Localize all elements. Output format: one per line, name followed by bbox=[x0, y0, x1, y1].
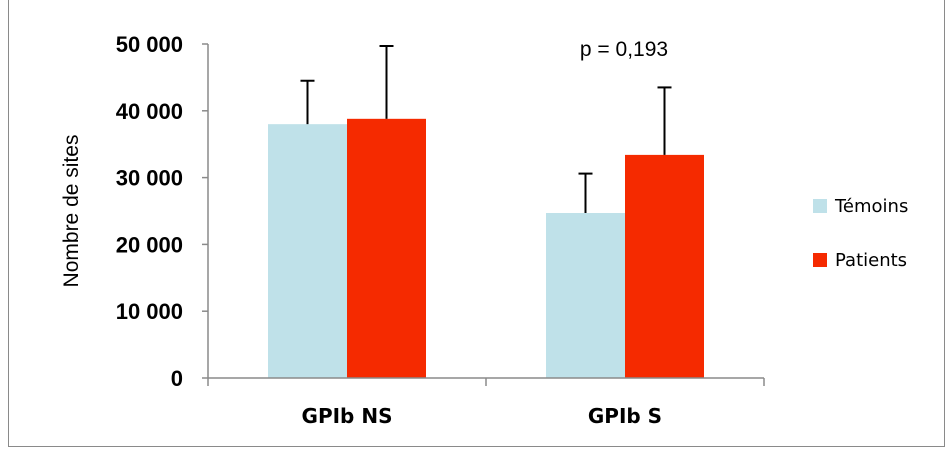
bar-t-moins-gpib-s bbox=[546, 213, 625, 378]
y-tick-label: 10 000 bbox=[116, 299, 183, 324]
y-ticks-layer: 0 10 000 20 000 30 000 40 000 50 000 bbox=[116, 32, 765, 391]
chart-frame bbox=[8, 0, 945, 447]
y-tick-label: 20 000 bbox=[116, 232, 183, 257]
legend-swatch-patients bbox=[813, 253, 827, 267]
y-tick-label: 40 000 bbox=[116, 99, 183, 124]
bar-t-moins-gpib-ns bbox=[268, 124, 347, 378]
x-labels-layer: GPIb NS GPIb S bbox=[302, 404, 663, 428]
bar-patients-gpib-s bbox=[625, 154, 704, 378]
bars-layer bbox=[268, 118, 704, 378]
y-tick-label: 50 000 bbox=[116, 32, 183, 57]
y-tick-label: 0 bbox=[171, 366, 183, 391]
bar-patients-gpib-ns bbox=[347, 118, 426, 378]
y-tick-label: 30 000 bbox=[116, 166, 183, 191]
error-bars-layer bbox=[300, 45, 672, 214]
legend-swatch-temoins bbox=[813, 199, 827, 213]
legend: Témoins Patients bbox=[813, 196, 908, 271]
x-category-label: GPIb NS bbox=[302, 404, 393, 428]
p-value-annotation: p = 0,193 bbox=[580, 38, 668, 61]
legend-label-temoins: Témoins bbox=[834, 196, 908, 217]
y-axis-title: Nombre de sites bbox=[60, 135, 83, 288]
x-category-label: GPIb S bbox=[588, 404, 662, 428]
legend-label-patients: Patients bbox=[835, 250, 907, 271]
